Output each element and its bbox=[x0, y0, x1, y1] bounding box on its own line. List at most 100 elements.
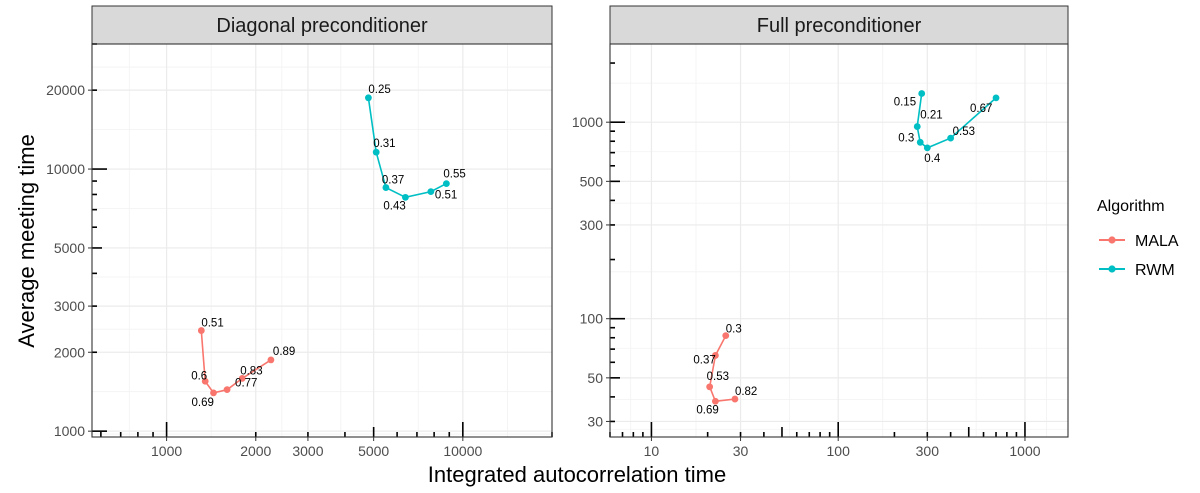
series-rwm: 0.15 0.21 0.3 0.4 0.53 0.67 bbox=[894, 90, 1000, 165]
facet-strip bbox=[91, 5, 553, 45]
log-ticks bbox=[609, 62, 1026, 437]
data-label: 0.82 bbox=[735, 386, 757, 398]
panel-border bbox=[609, 43, 1069, 438]
y-tick-label: 500 bbox=[580, 173, 604, 189]
data-point bbox=[372, 148, 380, 156]
data-point bbox=[210, 389, 217, 397]
data-label: 0.3 bbox=[726, 324, 742, 336]
y-tick-label: 100 bbox=[580, 311, 604, 327]
data-label: 0.15 bbox=[894, 96, 916, 108]
legend-key-point-rwm bbox=[1108, 265, 1116, 273]
series-rwm: 0.25 0.31 0.37 0.43 0.51 0.55 bbox=[364, 84, 466, 212]
data-point bbox=[923, 144, 931, 152]
data-label: 0.3 bbox=[898, 132, 914, 144]
x-tick-label: 1000 bbox=[151, 443, 182, 459]
y-tick-label: 30 bbox=[587, 413, 603, 429]
panel-2: Full preconditioner 10 30 100 300 1000 30 50 100… bbox=[572, 5, 1069, 459]
data-point bbox=[711, 397, 719, 405]
data-point bbox=[913, 123, 921, 130]
data-point bbox=[427, 188, 435, 196]
panel-background bbox=[92, 44, 552, 437]
panel-1: Diagonal preconditioner 1000 2000 3000 5000 1… bbox=[46, 5, 553, 459]
legend-label-mala: MALA bbox=[1135, 233, 1179, 250]
x-axis-title: Integrated autocorrelation time bbox=[428, 462, 726, 487]
facet-strip-title: Full preconditioner bbox=[757, 15, 922, 37]
data-label: 0.37 bbox=[693, 354, 715, 366]
x-tick-label: 1000 bbox=[1009, 443, 1040, 459]
y-tick-label: 3000 bbox=[54, 298, 85, 314]
data-point bbox=[918, 90, 926, 97]
y-tick-label: 2000 bbox=[54, 344, 85, 360]
x-tick-label: 5000 bbox=[358, 443, 389, 459]
y-tick-label: 5000 bbox=[54, 240, 85, 256]
data-label: 0.6 bbox=[191, 370, 207, 382]
data-label: 0.31 bbox=[373, 138, 395, 150]
x-tick-label: 10 bbox=[644, 443, 660, 459]
x-tick-label: 30 bbox=[733, 443, 749, 459]
panel-border bbox=[91, 43, 553, 438]
y-tick-label: 50 bbox=[587, 370, 603, 386]
x-tick-label: 10000 bbox=[443, 443, 482, 459]
legend: Algorithm MALA RWM bbox=[1097, 198, 1179, 279]
data-label: 0.51 bbox=[201, 318, 223, 330]
data-point bbox=[223, 386, 231, 394]
data-point bbox=[238, 374, 246, 382]
data-point bbox=[442, 180, 450, 188]
data-point bbox=[197, 327, 205, 334]
x-tick-label: 300 bbox=[916, 443, 940, 459]
data-label: 0.43 bbox=[383, 200, 405, 212]
data-label: 0.69 bbox=[696, 404, 718, 416]
y-axis-title: Average meeting time bbox=[14, 134, 39, 348]
series-line bbox=[200, 330, 272, 394]
data-label: 0.69 bbox=[192, 397, 214, 409]
data-point bbox=[382, 184, 390, 191]
data-point bbox=[722, 332, 730, 340]
data-label: 0.4 bbox=[924, 153, 941, 165]
data-label: 0.53 bbox=[707, 371, 729, 383]
data-label: 0.25 bbox=[368, 84, 390, 96]
data-label: 0.21 bbox=[920, 110, 942, 122]
log-ticks bbox=[92, 43, 553, 437]
data-point bbox=[402, 193, 409, 201]
data-point bbox=[267, 356, 275, 364]
data-point bbox=[201, 377, 209, 385]
y-tick-label: 300 bbox=[580, 217, 604, 233]
data-point bbox=[992, 94, 1000, 102]
data-point bbox=[364, 94, 372, 102]
y-tick-label: 20000 bbox=[46, 82, 85, 98]
series-mala: 0.3 0.37 0.53 0.69 0.82 bbox=[693, 324, 757, 417]
facet-strip-title: Diagonal preconditioner bbox=[216, 15, 428, 37]
panel-background bbox=[610, 44, 1068, 437]
y-tick-label: 10000 bbox=[46, 161, 85, 177]
data-label: 0.83 bbox=[240, 365, 262, 377]
legend-label-rwm: RWM bbox=[1135, 262, 1175, 279]
x-tick-label: 3000 bbox=[292, 443, 323, 459]
data-label: 0.77 bbox=[235, 378, 257, 390]
data-label: 0.51 bbox=[435, 190, 457, 202]
gridlines bbox=[610, 44, 1068, 437]
x-tick-label: 2000 bbox=[240, 443, 271, 459]
legend-title: Algorithm bbox=[1097, 198, 1165, 215]
data-point bbox=[916, 138, 924, 146]
data-label: 0.37 bbox=[382, 175, 404, 187]
series-mala: 0.51 0.6 0.69 0.770.83 0.89 bbox=[191, 318, 295, 409]
legend-item-mala: MALA bbox=[1099, 233, 1179, 250]
data-label: 0.53 bbox=[953, 126, 975, 138]
gridlines bbox=[92, 44, 552, 437]
legend-key-point-mala bbox=[1108, 236, 1116, 244]
data-label: 0.67 bbox=[970, 103, 992, 115]
data-point bbox=[731, 395, 739, 403]
facet-strip bbox=[609, 5, 1069, 45]
data-point bbox=[711, 352, 719, 359]
y-tick-label: 1000 bbox=[54, 423, 85, 439]
series-line bbox=[916, 93, 997, 149]
y-tick-label: 1000 bbox=[572, 114, 603, 130]
data-label: 0.89 bbox=[273, 346, 295, 358]
data-point bbox=[947, 134, 955, 142]
legend-item-rwm: RWM bbox=[1099, 262, 1175, 279]
x-tick-label: 100 bbox=[827, 443, 851, 459]
data-point bbox=[706, 383, 714, 391]
data-label: 0.55 bbox=[443, 169, 465, 181]
